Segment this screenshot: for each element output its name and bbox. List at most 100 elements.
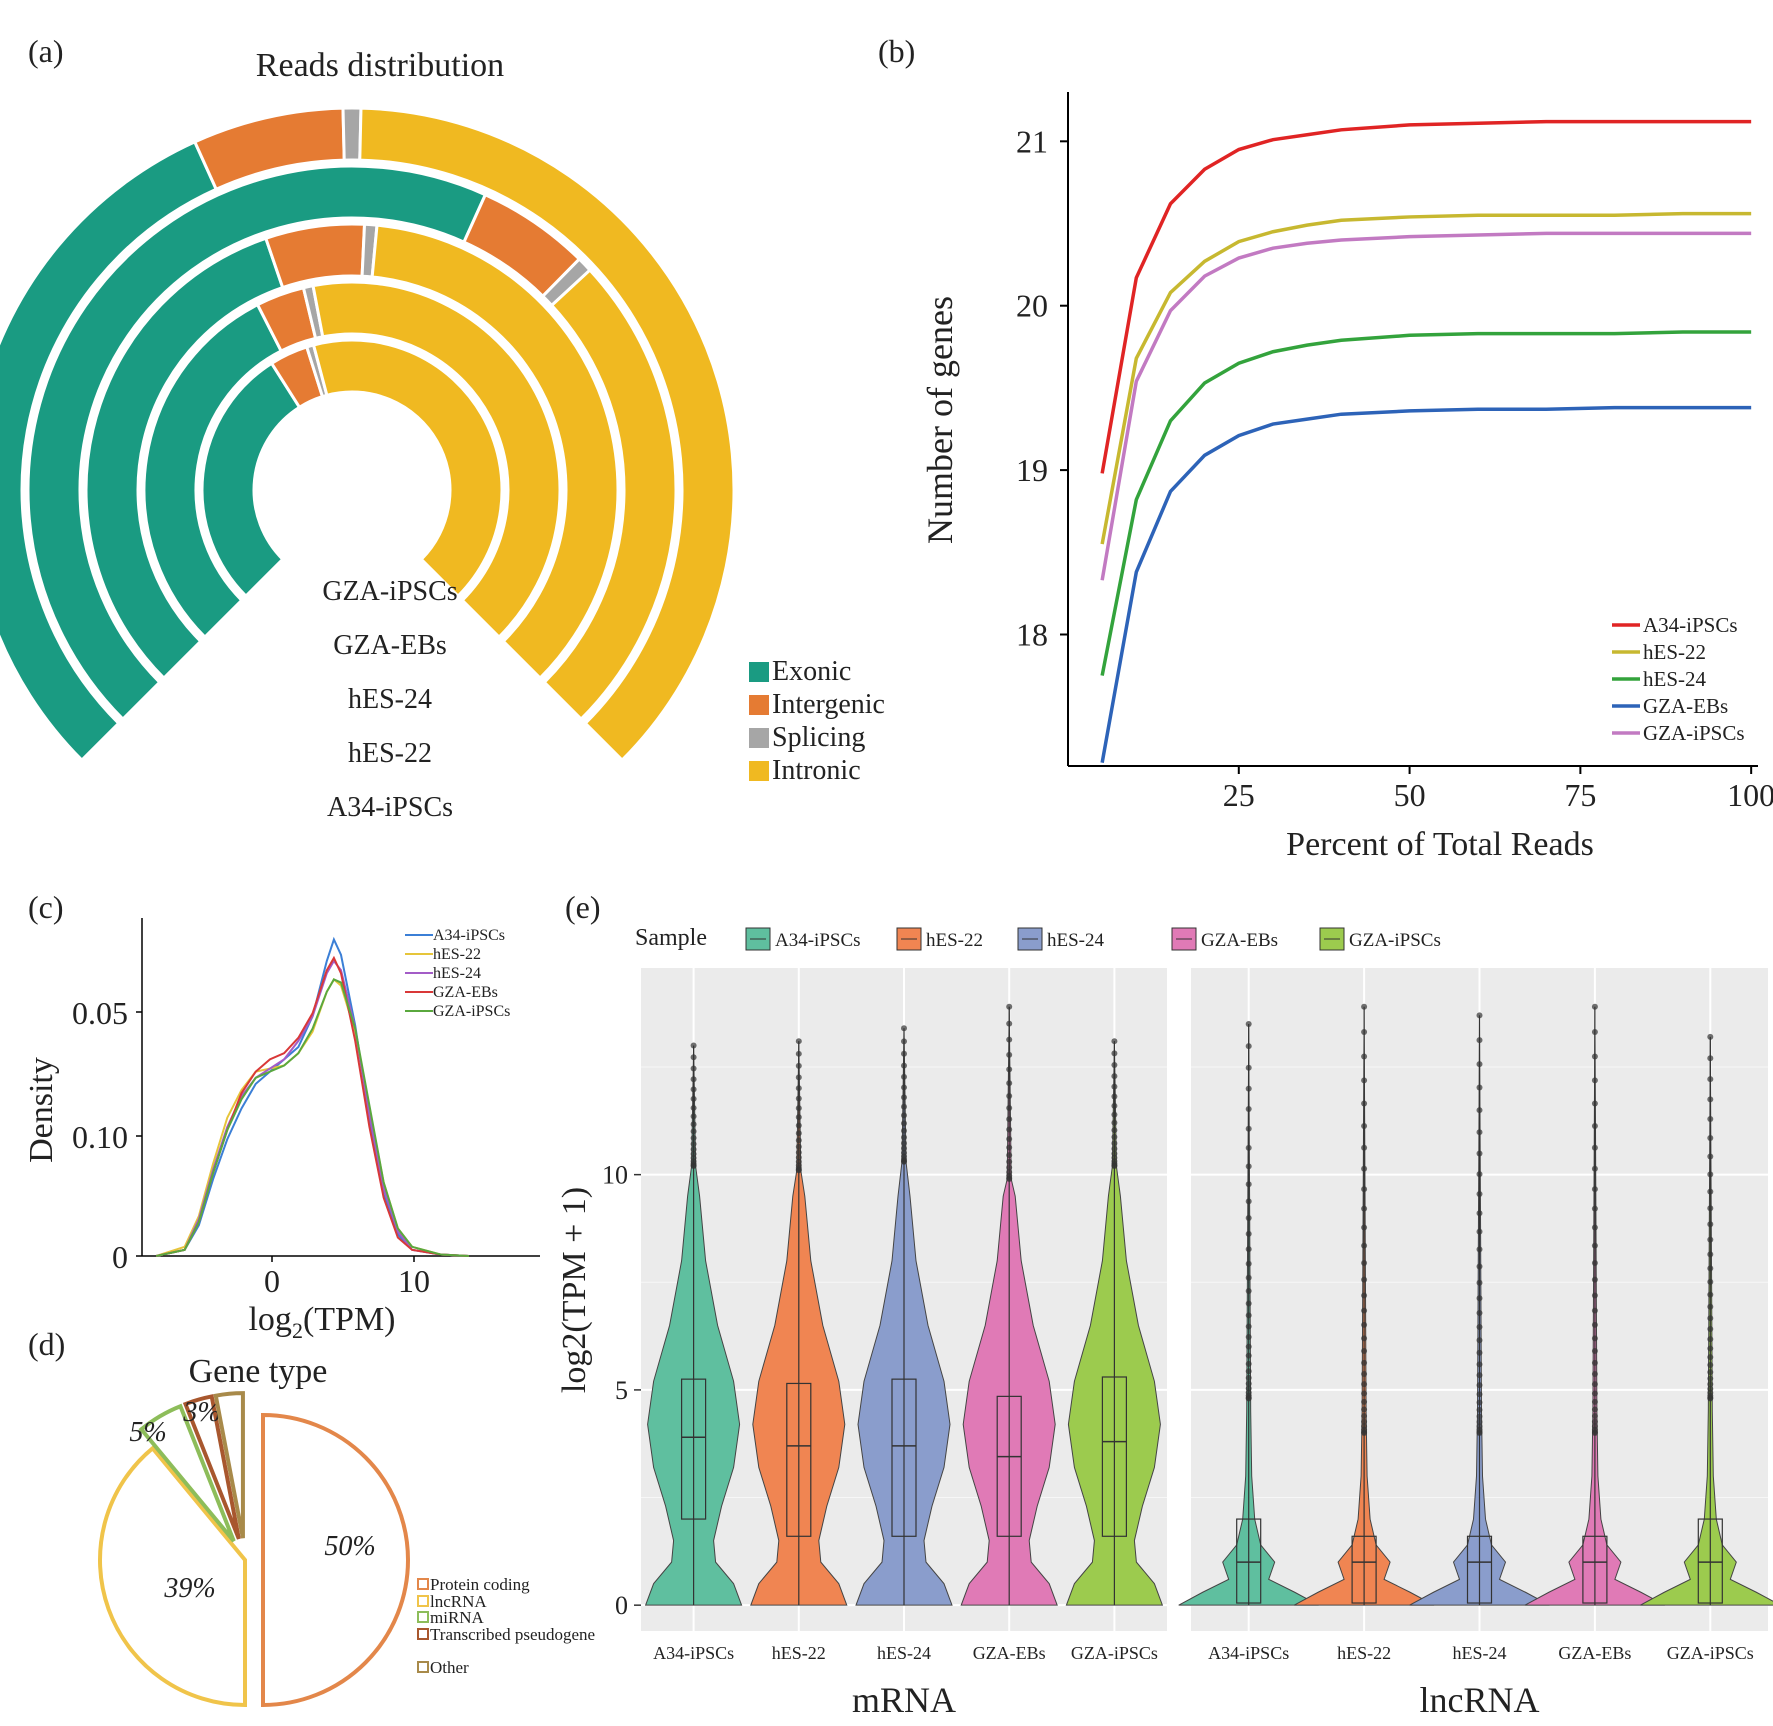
outlier-point <box>1476 1191 1483 1198</box>
outlier-point <box>1245 1360 1252 1367</box>
outlier-point <box>901 1038 907 1045</box>
outlier-point <box>1476 1246 1483 1253</box>
x-tick-label: 0 <box>264 1263 280 1299</box>
chart-c-xlabel: log2(TPM) <box>248 1301 395 1343</box>
pie-slice-label: 50% <box>324 1531 375 1562</box>
violin-box <box>1236 1518 1262 1604</box>
legend-d-swatch <box>417 1578 429 1590</box>
legend-e-label: A34-iPSCs <box>775 930 861 951</box>
legend-d-label: miRNA <box>430 1608 485 1627</box>
outlier-point <box>1245 1352 1252 1359</box>
ring-sample-label: GZA-EBs <box>333 630 447 661</box>
chart-e-ylabel: log2(TPM + 1) <box>556 1187 593 1393</box>
outlier-point <box>795 1095 802 1102</box>
ring-segment-splicing <box>341 106 363 162</box>
outlier-point <box>1006 1104 1013 1111</box>
legend-e-label: GZA-iPSCs <box>1349 930 1441 951</box>
y-tick-label: 20 <box>1016 288 1048 324</box>
outlier-point <box>901 1145 907 1152</box>
outlier-point <box>1707 1171 1714 1178</box>
outlier-point <box>1111 1145 1118 1152</box>
ring-segment-intronic <box>542 267 678 722</box>
outlier-point <box>1111 1038 1118 1045</box>
outlier-point <box>1111 1102 1118 1109</box>
outlier-point <box>1245 1125 1252 1132</box>
outlier-point <box>1245 1300 1252 1307</box>
outlier-point <box>795 1050 802 1057</box>
chart-a-title: Reads distribution <box>256 47 504 84</box>
outlier-point <box>1707 1291 1714 1298</box>
y-tick-label: 21 <box>1016 123 1048 159</box>
outlier-point <box>1476 1418 1483 1425</box>
outlier-point <box>690 1076 697 1083</box>
outlier-point <box>1591 1053 1598 1060</box>
x-tick-label: GZA-iPSCs <box>1667 1643 1754 1663</box>
outlier-point <box>1476 1210 1483 1217</box>
chart-d-title: Gene type <box>189 1353 328 1390</box>
outlier-point <box>1245 1287 1252 1294</box>
outlier-point <box>1591 1321 1598 1328</box>
outlier-point <box>1111 1062 1118 1069</box>
panel-a-label: (a) <box>28 33 64 69</box>
panel-b-saturation: (b) 25 50 75 100 18 19 20 21 A34-iPSCs hES-22 hES-… <box>878 33 1773 863</box>
y-tick-label: 19 <box>1016 452 1048 488</box>
outlier-point <box>1591 1359 1598 1366</box>
ring-sample-label: A34-iPSCs <box>327 792 453 823</box>
outlier-point <box>1111 1073 1118 1080</box>
outlier-point <box>1006 1116 1013 1123</box>
outlier-point <box>1707 1326 1714 1333</box>
legend-b-label: GZA-EBs <box>1643 694 1728 718</box>
outlier-point <box>1006 1152 1013 1159</box>
outlier-point <box>690 1121 697 1128</box>
outlier-point <box>1006 1020 1013 1027</box>
legend-e-title: Sample <box>635 925 707 951</box>
outlier-point <box>901 1120 907 1127</box>
ring-segment-exonic <box>200 361 302 599</box>
outlier-point <box>1591 1390 1598 1397</box>
outlier-point <box>1591 1100 1598 1107</box>
outlier-point <box>1361 1381 1368 1388</box>
legend-d-label: Other <box>430 1658 469 1677</box>
panel-c-density: (c) 0 100.050.100log2(TPM)A34-iPSCshES-22… <box>23 889 540 1343</box>
legend-d-swatch <box>417 1661 429 1673</box>
outlier-point <box>1006 1092 1013 1099</box>
outlier-point <box>1707 1385 1714 1392</box>
violin-box <box>1101 1376 1128 1537</box>
outlier-point <box>901 1149 907 1156</box>
outlier-point <box>1707 1303 1714 1310</box>
panel-e-violin: (e) Sample A34-iPSCs hES-22 hES-24 GZA-EBs G… <box>556 889 1773 1720</box>
outlier-point <box>1591 1423 1598 1430</box>
outlier-point <box>1361 1418 1368 1425</box>
legend-e-label: hES-24 <box>1047 930 1105 951</box>
outlier-point <box>690 1113 697 1120</box>
outlier-point <box>1476 1084 1483 1091</box>
outlier-point <box>1361 1165 1368 1172</box>
legend-c-label: GZA-EBs <box>433 984 498 1001</box>
outlier-point <box>1361 1053 1368 1060</box>
outlier-point <box>1476 1406 1483 1413</box>
outlier-point <box>1006 1135 1013 1142</box>
outlier-point <box>1111 1050 1118 1057</box>
outlier-point <box>1707 1076 1714 1083</box>
ring-sample-labels: GZA-iPSCs GZA-EBs hES-24 hES-22 A34-iPSCs <box>322 576 457 823</box>
ring-sample-label: GZA-iPSCs <box>322 576 457 607</box>
outlier-point <box>1707 1096 1714 1103</box>
x-tick-label: 25 <box>1223 777 1255 813</box>
outlier-point <box>1591 1406 1598 1413</box>
pie-slice-lncrna <box>98 1445 247 1708</box>
outlier-point <box>690 1135 697 1142</box>
outlier-point <box>1361 1077 1368 1084</box>
legend-d-label: Protein coding <box>430 1575 530 1594</box>
outlier-point <box>1361 1307 1368 1314</box>
outlier-point <box>1707 1336 1714 1343</box>
legend-a-swatch <box>749 728 769 748</box>
legend-d-swatch <box>417 1595 429 1607</box>
outlier-point <box>1006 1126 1013 1133</box>
outlier-point <box>1361 1224 1368 1231</box>
chart-d-pie: 50% 39% 5% 3% <box>98 1391 410 1708</box>
outlier-point <box>1111 1127 1118 1134</box>
outlier-point <box>690 1054 697 1061</box>
